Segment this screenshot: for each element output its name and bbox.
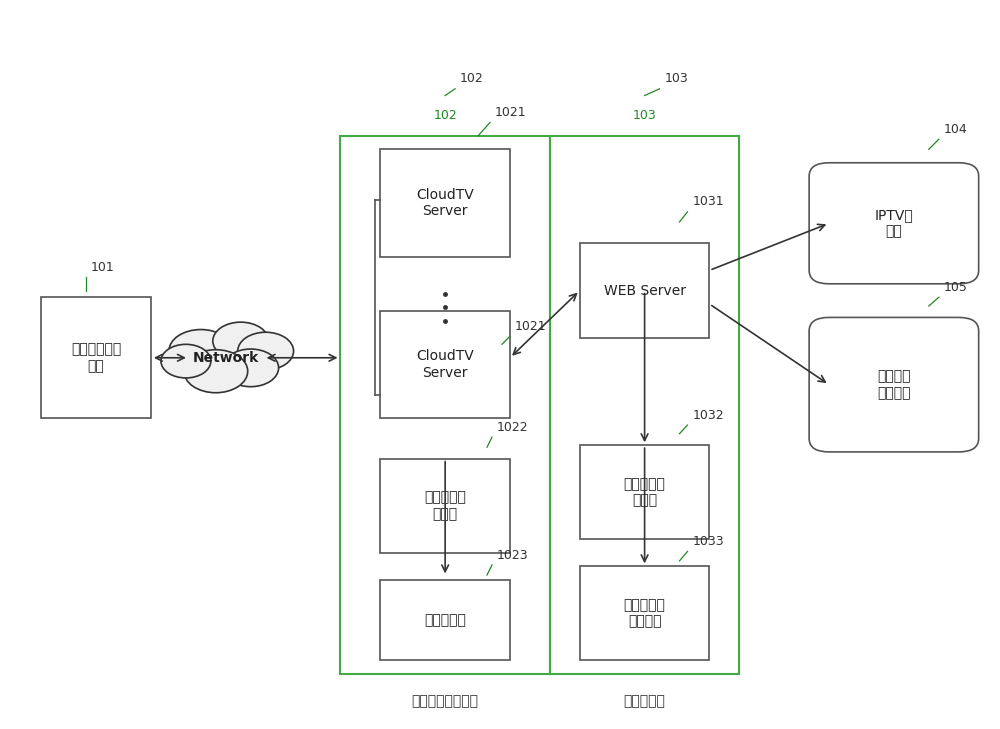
Text: 103: 103 <box>633 109 656 122</box>
FancyBboxPatch shape <box>380 459 510 553</box>
FancyBboxPatch shape <box>380 149 510 257</box>
Text: 1031: 1031 <box>692 195 724 208</box>
FancyBboxPatch shape <box>580 445 709 539</box>
Text: 静态数据库: 静态数据库 <box>424 613 466 627</box>
Circle shape <box>184 350 248 393</box>
FancyBboxPatch shape <box>580 243 709 338</box>
Text: 105: 105 <box>944 281 968 294</box>
Text: 静态资源管
理单元: 静态资源管 理单元 <box>424 491 466 521</box>
FancyBboxPatch shape <box>380 311 510 418</box>
FancyBboxPatch shape <box>380 580 510 660</box>
Text: 1021: 1021 <box>495 106 527 119</box>
Text: CloudTV
Server: CloudTV Server <box>416 188 474 218</box>
Bar <box>340 136 550 674</box>
Text: 静态数据同
步数据库: 静态数据同 步数据库 <box>624 599 666 628</box>
Circle shape <box>238 332 294 370</box>
FancyBboxPatch shape <box>580 566 709 660</box>
Text: 虚拟机顶盒客
户端: 虚拟机顶盒客 户端 <box>71 343 121 373</box>
Text: 1033: 1033 <box>692 535 724 548</box>
Text: 网络服务器: 网络服务器 <box>624 694 666 708</box>
Text: 104: 104 <box>944 123 968 136</box>
Text: 1023: 1023 <box>497 548 529 561</box>
FancyBboxPatch shape <box>809 317 979 452</box>
Text: WEB Server: WEB Server <box>604 284 686 297</box>
Text: CloudTV
Server: CloudTV Server <box>416 349 474 380</box>
Text: Network: Network <box>193 351 259 364</box>
Text: 1022: 1022 <box>497 421 529 434</box>
Bar <box>550 136 739 674</box>
FancyBboxPatch shape <box>809 163 979 284</box>
Circle shape <box>169 330 233 373</box>
Text: 虚拟机顶盒服务器: 虚拟机顶盒服务器 <box>412 694 479 708</box>
Text: 1021: 1021 <box>515 320 547 333</box>
Text: IPTV服
务器: IPTV服 务器 <box>875 208 913 238</box>
Text: 101: 101 <box>91 261 115 273</box>
Text: 1032: 1032 <box>692 409 724 421</box>
Text: 102: 102 <box>433 109 457 122</box>
Text: 102: 102 <box>460 72 484 85</box>
Text: 静态资源同
步单元: 静态资源同 步单元 <box>624 477 666 507</box>
Circle shape <box>223 349 279 386</box>
FancyBboxPatch shape <box>41 297 151 418</box>
Circle shape <box>213 322 269 360</box>
Circle shape <box>161 344 211 378</box>
Text: 互联网应
用服务器: 互联网应 用服务器 <box>877 370 911 399</box>
Text: 103: 103 <box>665 72 688 85</box>
